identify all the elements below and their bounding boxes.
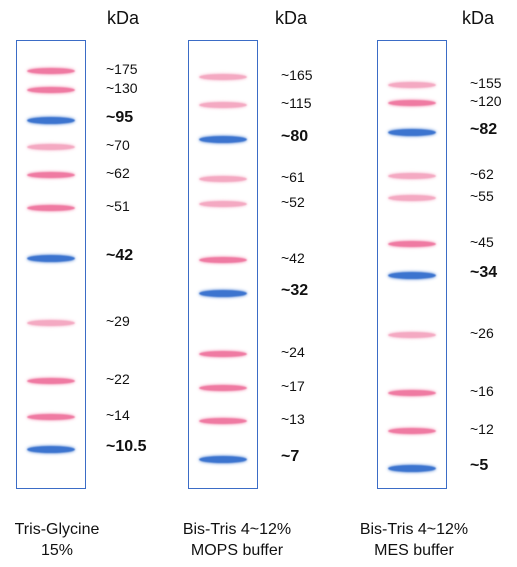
ladder-band xyxy=(388,100,436,106)
band-size-label: ~82 xyxy=(470,121,498,138)
ladder-band xyxy=(388,241,436,247)
ladder-band xyxy=(199,455,247,463)
ladder-band xyxy=(199,351,247,357)
band-size-label: ~42 xyxy=(281,250,305,266)
band-size-label: ~130 xyxy=(106,80,138,96)
band-size-label: ~14 xyxy=(106,407,130,423)
ladder-band xyxy=(27,87,75,93)
caption-line-1: Tris-Glycine xyxy=(14,521,100,538)
ladder-band xyxy=(27,172,75,178)
band-size-label: ~155 xyxy=(470,75,502,91)
band-size-label: ~12 xyxy=(470,421,494,437)
ladder-panel-mes: kDa Bis-Tris 4~12% MES buffer ~155 ~120 ~8… xyxy=(344,0,517,567)
ladder-band xyxy=(199,102,247,108)
ladder-band xyxy=(27,414,75,420)
caption-line-1: Bis-Tris 4~12% xyxy=(182,521,292,538)
ladder-band xyxy=(27,205,75,211)
band-size-label: ~34 xyxy=(470,264,498,281)
panel-caption: Bis-Tris 4~12% MES buffer xyxy=(329,519,499,561)
ladder-panel-tris-glycine: kDa Tris-Glycine 15% ~175 ~130 ~95 ~70 ~62 ~5… xyxy=(0,0,172,567)
ladder-band xyxy=(388,428,436,434)
band-size-label: ~51 xyxy=(106,198,130,214)
ladder-band xyxy=(388,128,436,136)
band-size-label: ~5 xyxy=(470,457,489,474)
band-size-label: ~29 xyxy=(106,313,130,329)
band-size-label: ~52 xyxy=(281,194,305,210)
ladder-band xyxy=(388,332,436,338)
band-size-label: ~175 xyxy=(106,61,138,77)
ladder-band xyxy=(388,271,436,279)
panel-caption: Tris-Glycine 15% xyxy=(0,519,142,561)
ladder-band xyxy=(199,135,247,143)
gel-lane xyxy=(188,40,258,489)
unit-label: kDa xyxy=(107,8,140,28)
ladder-band xyxy=(27,320,75,326)
ladder-band xyxy=(27,254,75,262)
band-size-label: ~26 xyxy=(470,325,494,341)
ladder-band xyxy=(27,144,75,150)
ladder-band xyxy=(388,173,436,179)
band-size-label: ~32 xyxy=(281,282,309,299)
caption-line-2: MOPS buffer xyxy=(190,542,284,559)
panel-caption: Bis-Tris 4~12% MOPS buffer xyxy=(152,519,322,561)
ladder-band xyxy=(27,68,75,74)
band-size-label: ~55 xyxy=(470,188,494,204)
band-size-label: ~24 xyxy=(281,344,305,360)
caption-line-2: MES buffer xyxy=(374,542,454,559)
gel-lane xyxy=(377,40,447,489)
band-size-label: ~62 xyxy=(470,166,494,182)
band-size-label: ~45 xyxy=(470,234,494,250)
ladder-band xyxy=(199,289,247,297)
ladder-band xyxy=(199,418,247,424)
band-size-label: ~7 xyxy=(281,448,300,465)
band-size-label: ~80 xyxy=(281,128,309,145)
unit-label: kDa xyxy=(275,8,308,28)
band-size-label: ~61 xyxy=(281,169,305,185)
ladder-band xyxy=(199,257,247,263)
ladder-band xyxy=(27,378,75,384)
ladder-band xyxy=(27,116,75,124)
band-size-label: ~62 xyxy=(106,165,130,181)
band-size-label: ~22 xyxy=(106,371,130,387)
band-size-label: ~165 xyxy=(281,67,313,83)
band-size-label: ~16 xyxy=(470,383,494,399)
ladder-band xyxy=(388,464,436,472)
caption-line-1: Bis-Tris 4~12% xyxy=(359,521,469,538)
band-size-label: ~120 xyxy=(470,93,502,109)
ladder-band xyxy=(199,385,247,391)
ladder-band xyxy=(199,176,247,182)
caption-line-2: 15% xyxy=(40,542,74,559)
band-size-label: ~10.5 xyxy=(106,438,147,455)
unit-label: kDa xyxy=(462,8,495,28)
ladder-band xyxy=(388,195,436,201)
gel-lane xyxy=(16,40,86,489)
ladder-band xyxy=(199,201,247,207)
band-size-label: ~70 xyxy=(106,137,130,153)
band-size-label: ~17 xyxy=(281,378,305,394)
band-size-label: ~115 xyxy=(281,95,312,111)
band-size-label: ~95 xyxy=(106,109,134,126)
band-size-label: ~42 xyxy=(106,247,134,264)
ladder-band xyxy=(388,82,436,88)
ladder-band xyxy=(27,445,75,453)
ladder-band xyxy=(199,74,247,80)
ladder-band xyxy=(388,390,436,396)
ladder-panel-mops: kDa Bis-Tris 4~12% MOPS buffer ~165 ~115 ~… xyxy=(172,0,344,567)
band-size-label: ~13 xyxy=(281,411,305,427)
